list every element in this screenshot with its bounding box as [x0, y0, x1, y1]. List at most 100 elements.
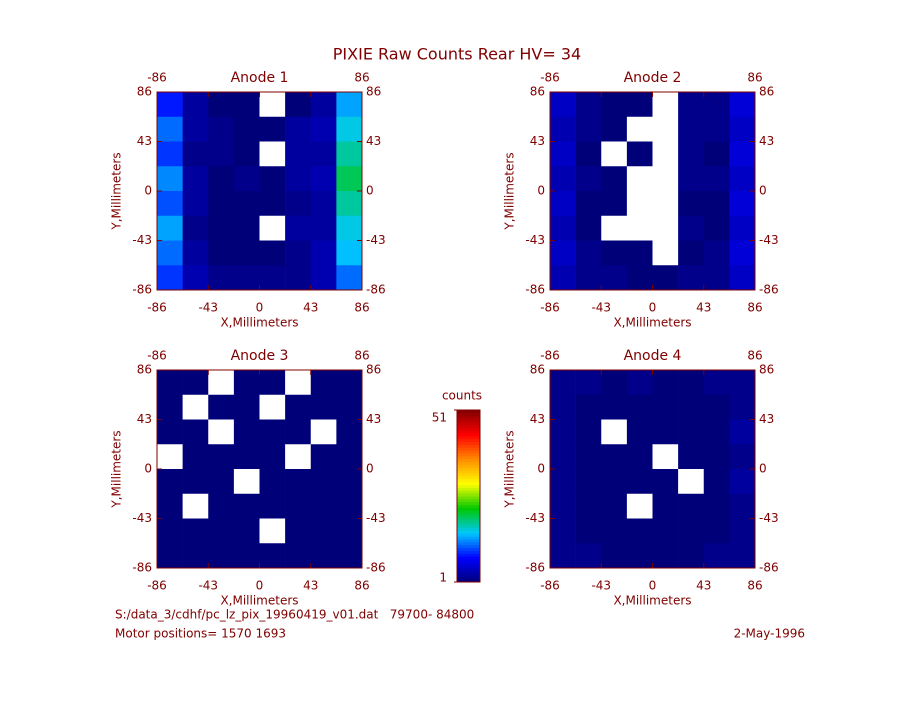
- x-axis-label: X,Millimeters: [220, 594, 298, 608]
- heat-cell: [259, 141, 286, 167]
- y-axis-label: Y,Millimeters: [503, 430, 517, 508]
- heat-cell: [626, 215, 653, 241]
- x-tick-label: 43: [696, 301, 711, 315]
- colorbar-swatch: [457, 444, 480, 448]
- heat-cell: [626, 166, 653, 192]
- colorbar-swatch: [457, 570, 480, 574]
- y-tick-label: -43: [132, 511, 152, 525]
- y-tick-label: 0: [144, 462, 152, 476]
- heat-cell: [182, 394, 209, 420]
- heat-cell: [233, 444, 260, 470]
- heat-cell: [182, 215, 209, 241]
- heat-cell: [208, 419, 235, 445]
- colorbar-swatch: [457, 450, 480, 454]
- heat-cell: [703, 92, 730, 118]
- heat-cell: [182, 240, 209, 266]
- heat-cell: [601, 116, 628, 142]
- heat-cell: [157, 444, 183, 470]
- heat-cell: [626, 469, 653, 495]
- colorbar-tick-label: 1: [439, 571, 447, 585]
- heat-cell: [182, 419, 209, 445]
- heat-cell: [285, 370, 312, 396]
- y-right-tick-label: -86: [759, 561, 779, 575]
- x-tick-label: 0: [256, 579, 264, 593]
- heat-cell: [601, 191, 628, 217]
- heat-cell: [182, 543, 209, 569]
- heat-cell: [626, 141, 653, 167]
- y-right-tick-label: -43: [366, 511, 386, 525]
- heat-cell: [729, 493, 756, 519]
- heat-cell: [575, 166, 602, 192]
- colorbar-swatch: [457, 539, 480, 543]
- colorbar-swatch: [457, 473, 480, 477]
- x-top-tick-label: -86: [147, 349, 167, 363]
- heat-cell: [157, 116, 183, 142]
- colorbar-frame: [456, 409, 481, 583]
- heat-cell: [550, 518, 576, 544]
- heat-cell: [703, 191, 730, 217]
- heat-cell: [285, 215, 312, 241]
- colorbar-swatch: [457, 481, 480, 486]
- y-tick-label: 86: [137, 363, 152, 377]
- y-tick-label: 43: [530, 134, 545, 148]
- heat-cell: [652, 394, 679, 420]
- heat-cell: [157, 240, 183, 266]
- heat-cell: [233, 116, 260, 142]
- colorbar-swatch: [457, 567, 480, 572]
- heat-cell: [182, 493, 209, 519]
- heat-cell: [259, 444, 286, 470]
- heat-cell: [310, 543, 337, 569]
- y-right-tick-label: -86: [759, 283, 779, 297]
- x-tick-label: -86: [147, 301, 167, 315]
- heat-cell: [575, 116, 602, 142]
- heat-cell: [157, 394, 183, 420]
- x-axis-label: X,Millimeters: [613, 316, 691, 330]
- heat-cell: [550, 394, 576, 420]
- heat-cell: [652, 469, 679, 495]
- heat-cell: [233, 215, 260, 241]
- heat-cell: [208, 265, 235, 291]
- heat-cell: [310, 419, 337, 445]
- heat-cell: [652, 240, 679, 266]
- colorbar-swatch: [457, 453, 480, 457]
- x-tick-label: -86: [147, 579, 167, 593]
- x-tick-label: 43: [303, 301, 318, 315]
- heat-cell: [652, 518, 679, 544]
- heat-cell: [157, 370, 183, 396]
- heat-cell: [678, 240, 705, 266]
- heat-cell: [336, 166, 363, 192]
- heat-cell: [157, 469, 183, 495]
- colorbar-swatch: [457, 516, 480, 520]
- heat-cell: [208, 141, 235, 167]
- colorbar-swatch: [457, 541, 480, 546]
- colorbar-swatch: [457, 527, 480, 531]
- y-right-tick-label: -43: [759, 511, 779, 525]
- heat-cell: [703, 469, 730, 495]
- heat-cell: [310, 116, 337, 142]
- footer-date: 2-May-1996: [734, 627, 805, 641]
- heat-cell: [678, 141, 705, 167]
- colorbar-swatch: [457, 484, 480, 488]
- heat-cell: [259, 370, 286, 396]
- colorbar-swatch: [457, 410, 480, 414]
- y-right-tick-label: 0: [366, 462, 374, 476]
- heat-cell: [575, 141, 602, 167]
- heat-cell: [601, 240, 628, 266]
- heat-cell: [310, 518, 337, 544]
- y-tick-label: 43: [530, 412, 545, 426]
- heat-cell: [233, 141, 260, 167]
- colorbar-swatch: [457, 576, 480, 580]
- heat-cell: [703, 518, 730, 544]
- heat-cell: [729, 370, 756, 396]
- heat-cell: [729, 92, 756, 118]
- heat-cell: [601, 444, 628, 470]
- heat-cell: [729, 240, 756, 266]
- colorbar-swatch: [457, 441, 480, 445]
- heat-cell: [678, 419, 705, 445]
- heat-cell: [157, 419, 183, 445]
- heat-cell: [285, 240, 312, 266]
- heat-cell: [575, 265, 602, 291]
- x-tick-label: 0: [649, 301, 657, 315]
- heat-cell: [285, 116, 312, 142]
- colorbar-swatch: [457, 467, 480, 471]
